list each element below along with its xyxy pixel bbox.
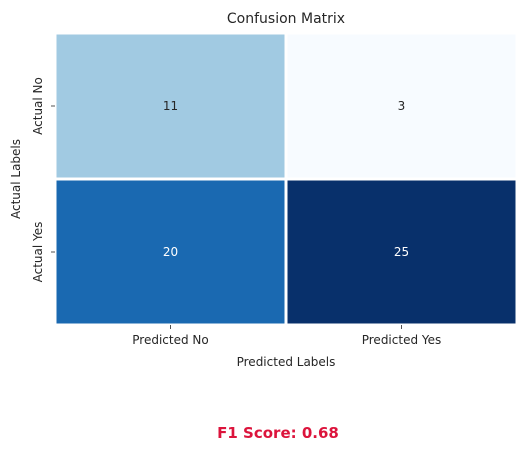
cell-annotation-0-0: 11 bbox=[163, 99, 178, 113]
x-axis-ticks: Predicted No Predicted Yes bbox=[132, 325, 441, 347]
x-axis-label: Predicted Labels bbox=[237, 355, 336, 369]
cell-annotation-1-1: 25 bbox=[394, 245, 409, 259]
y-tick-label: Actual Yes bbox=[31, 222, 45, 283]
heatmap-cell-0-1 bbox=[284, 31, 519, 181]
cell-annotation-0-1: 3 bbox=[398, 99, 406, 113]
cell-annotation-1-0: 20 bbox=[163, 245, 178, 259]
x-tick-label: Predicted Yes bbox=[362, 333, 442, 347]
y-axis-label: Actual Labels bbox=[9, 139, 23, 219]
heatmap-cell-1-1 bbox=[284, 177, 519, 327]
heatmap-cells bbox=[53, 31, 519, 327]
y-axis-ticks: Actual No Actual Yes bbox=[31, 77, 55, 282]
f1-score-text: F1 Score: 0.68 bbox=[217, 424, 339, 442]
heatmap-cell-1-0 bbox=[53, 177, 288, 327]
x-tick-label: Predicted No bbox=[132, 333, 208, 347]
chart-title: Confusion Matrix bbox=[227, 11, 345, 27]
heatmap-cell-0-0 bbox=[53, 31, 288, 181]
y-tick-label: Actual No bbox=[31, 77, 45, 135]
cell-annotations: 11 3 20 25 bbox=[163, 99, 409, 259]
